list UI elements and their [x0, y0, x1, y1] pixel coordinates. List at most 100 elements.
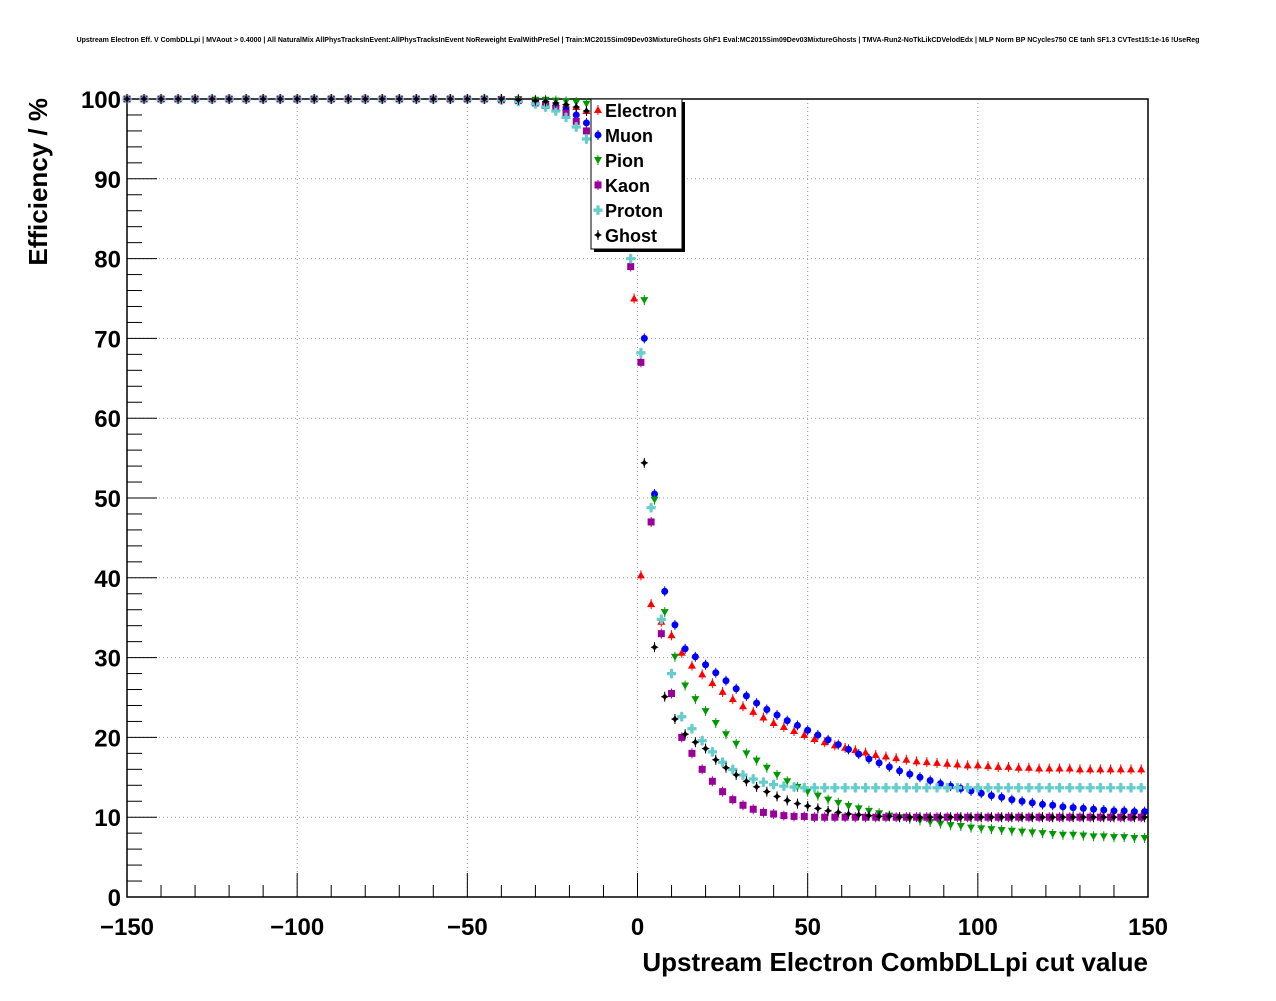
data-point-muon	[936, 780, 944, 788]
data-point-pion	[1120, 834, 1129, 842]
data-point-ghost	[1079, 813, 1088, 822]
data-point-proton	[860, 783, 871, 793]
data-point-electron	[749, 707, 758, 715]
data-point-kaon	[759, 808, 767, 816]
legend: Electron Muon Pion Kaon Proton Ghost	[590, 98, 685, 252]
legend-marker-muon	[594, 131, 602, 139]
axes: −150 −100 −50 0 50 100 150 0 10 20 30 40 50 60 70 80 90 1…	[81, 87, 1168, 941]
y-tick-label: 100	[81, 87, 121, 114]
data-point-kaon	[749, 805, 757, 813]
data-point-kaon	[780, 812, 788, 820]
data-point-ghost	[1069, 813, 1078, 822]
data-point-proton	[871, 783, 881, 793]
data-point-pion	[582, 100, 591, 108]
data-point-proton	[571, 122, 581, 132]
data-point-electron	[779, 723, 788, 731]
data-point-electron	[687, 661, 696, 669]
data-point-pion	[1048, 830, 1057, 838]
data-point-ghost	[531, 96, 540, 105]
data-point-ghost	[640, 458, 649, 467]
data-point-pion	[742, 750, 751, 758]
y-tick-label: 80	[94, 247, 121, 274]
x-tick-label: −100	[270, 914, 324, 941]
data-point-ghost	[395, 95, 404, 103]
data-point-muon	[742, 692, 750, 700]
data-point-ghost	[864, 811, 873, 820]
data-point-pion	[1099, 833, 1108, 841]
data-point-ghost	[670, 715, 679, 724]
data-point-ghost	[344, 95, 353, 103]
data-point-pion	[650, 496, 659, 504]
legend-label-muon: Muon	[605, 126, 653, 146]
data-point-electron	[902, 755, 911, 763]
y-tick-label: 10	[94, 805, 121, 832]
data-point-muon	[1100, 806, 1108, 814]
legend-label-electron: Electron	[605, 101, 677, 121]
data-point-electron	[728, 695, 737, 703]
x-tick-label: 50	[794, 914, 821, 941]
data-point-electron	[892, 754, 901, 762]
data-point-muon	[916, 773, 924, 781]
series-ghost	[123, 94, 1149, 823]
data-point-kaon	[831, 813, 839, 821]
data-point-proton	[1003, 783, 1014, 793]
data-point-ghost	[783, 796, 792, 805]
data-point-ghost	[721, 763, 730, 772]
data-point-pion	[813, 792, 822, 800]
data-point-muon	[1069, 804, 1077, 812]
data-point-proton	[1105, 783, 1116, 793]
data-point-pion	[1140, 834, 1149, 842]
data-point-proton	[952, 783, 963, 793]
y-tick-label: 30	[94, 646, 121, 673]
data-point-ghost	[997, 813, 1006, 822]
data-point-electron	[1004, 762, 1013, 770]
legend-marker-ghost	[594, 231, 602, 239]
data-point-kaon	[770, 810, 778, 818]
data-point-ghost	[497, 95, 506, 103]
data-point-ghost	[926, 813, 935, 822]
data-point-proton	[581, 134, 592, 144]
x-tick-label: 100	[958, 914, 998, 941]
data-point-muon	[712, 669, 720, 677]
y-tick-label: 90	[94, 167, 121, 194]
data-point-ghost	[946, 813, 955, 822]
data-point-electron	[800, 731, 809, 739]
data-point-muon	[1141, 808, 1149, 816]
legend-box	[590, 98, 683, 250]
data-point-pion	[670, 653, 679, 661]
data-point-electron	[1096, 765, 1105, 773]
data-point-ghost	[293, 95, 302, 103]
data-point-muon	[1059, 803, 1067, 811]
data-point-muon	[1038, 800, 1046, 808]
y-axis-title: Efficiency / %	[23, 98, 53, 266]
data-point-ghost	[310, 95, 319, 103]
data-point-pion	[824, 796, 833, 804]
data-point-ghost	[977, 813, 986, 822]
data-point-proton	[850, 783, 860, 793]
data-point-proton	[901, 783, 911, 793]
data-point-proton	[687, 724, 697, 734]
data-point-proton	[1126, 783, 1136, 793]
data-point-proton	[922, 783, 932, 793]
data-point-ghost	[157, 95, 166, 103]
data-point-muon	[671, 621, 679, 629]
data-point-muon	[722, 677, 730, 685]
data-point-pion	[701, 708, 710, 716]
data-point-kaon	[729, 796, 737, 804]
data-point-ghost	[1130, 813, 1139, 822]
data-point-muon	[691, 653, 699, 661]
data-point-electron	[871, 750, 880, 758]
y-tick-label: 70	[94, 326, 121, 353]
data-point-kaon	[698, 765, 706, 773]
data-point-pion	[1079, 832, 1088, 840]
data-point-electron	[677, 648, 686, 656]
data-point-proton	[1034, 783, 1044, 793]
data-point-kaon	[739, 801, 747, 809]
data-point-electron	[922, 758, 931, 766]
data-point-electron	[698, 670, 707, 678]
data-point-pion	[956, 822, 965, 830]
data-point-proton	[697, 736, 707, 746]
data-point-ghost	[844, 810, 853, 819]
data-point-proton	[993, 783, 1003, 793]
data-point-pion	[1028, 829, 1037, 837]
